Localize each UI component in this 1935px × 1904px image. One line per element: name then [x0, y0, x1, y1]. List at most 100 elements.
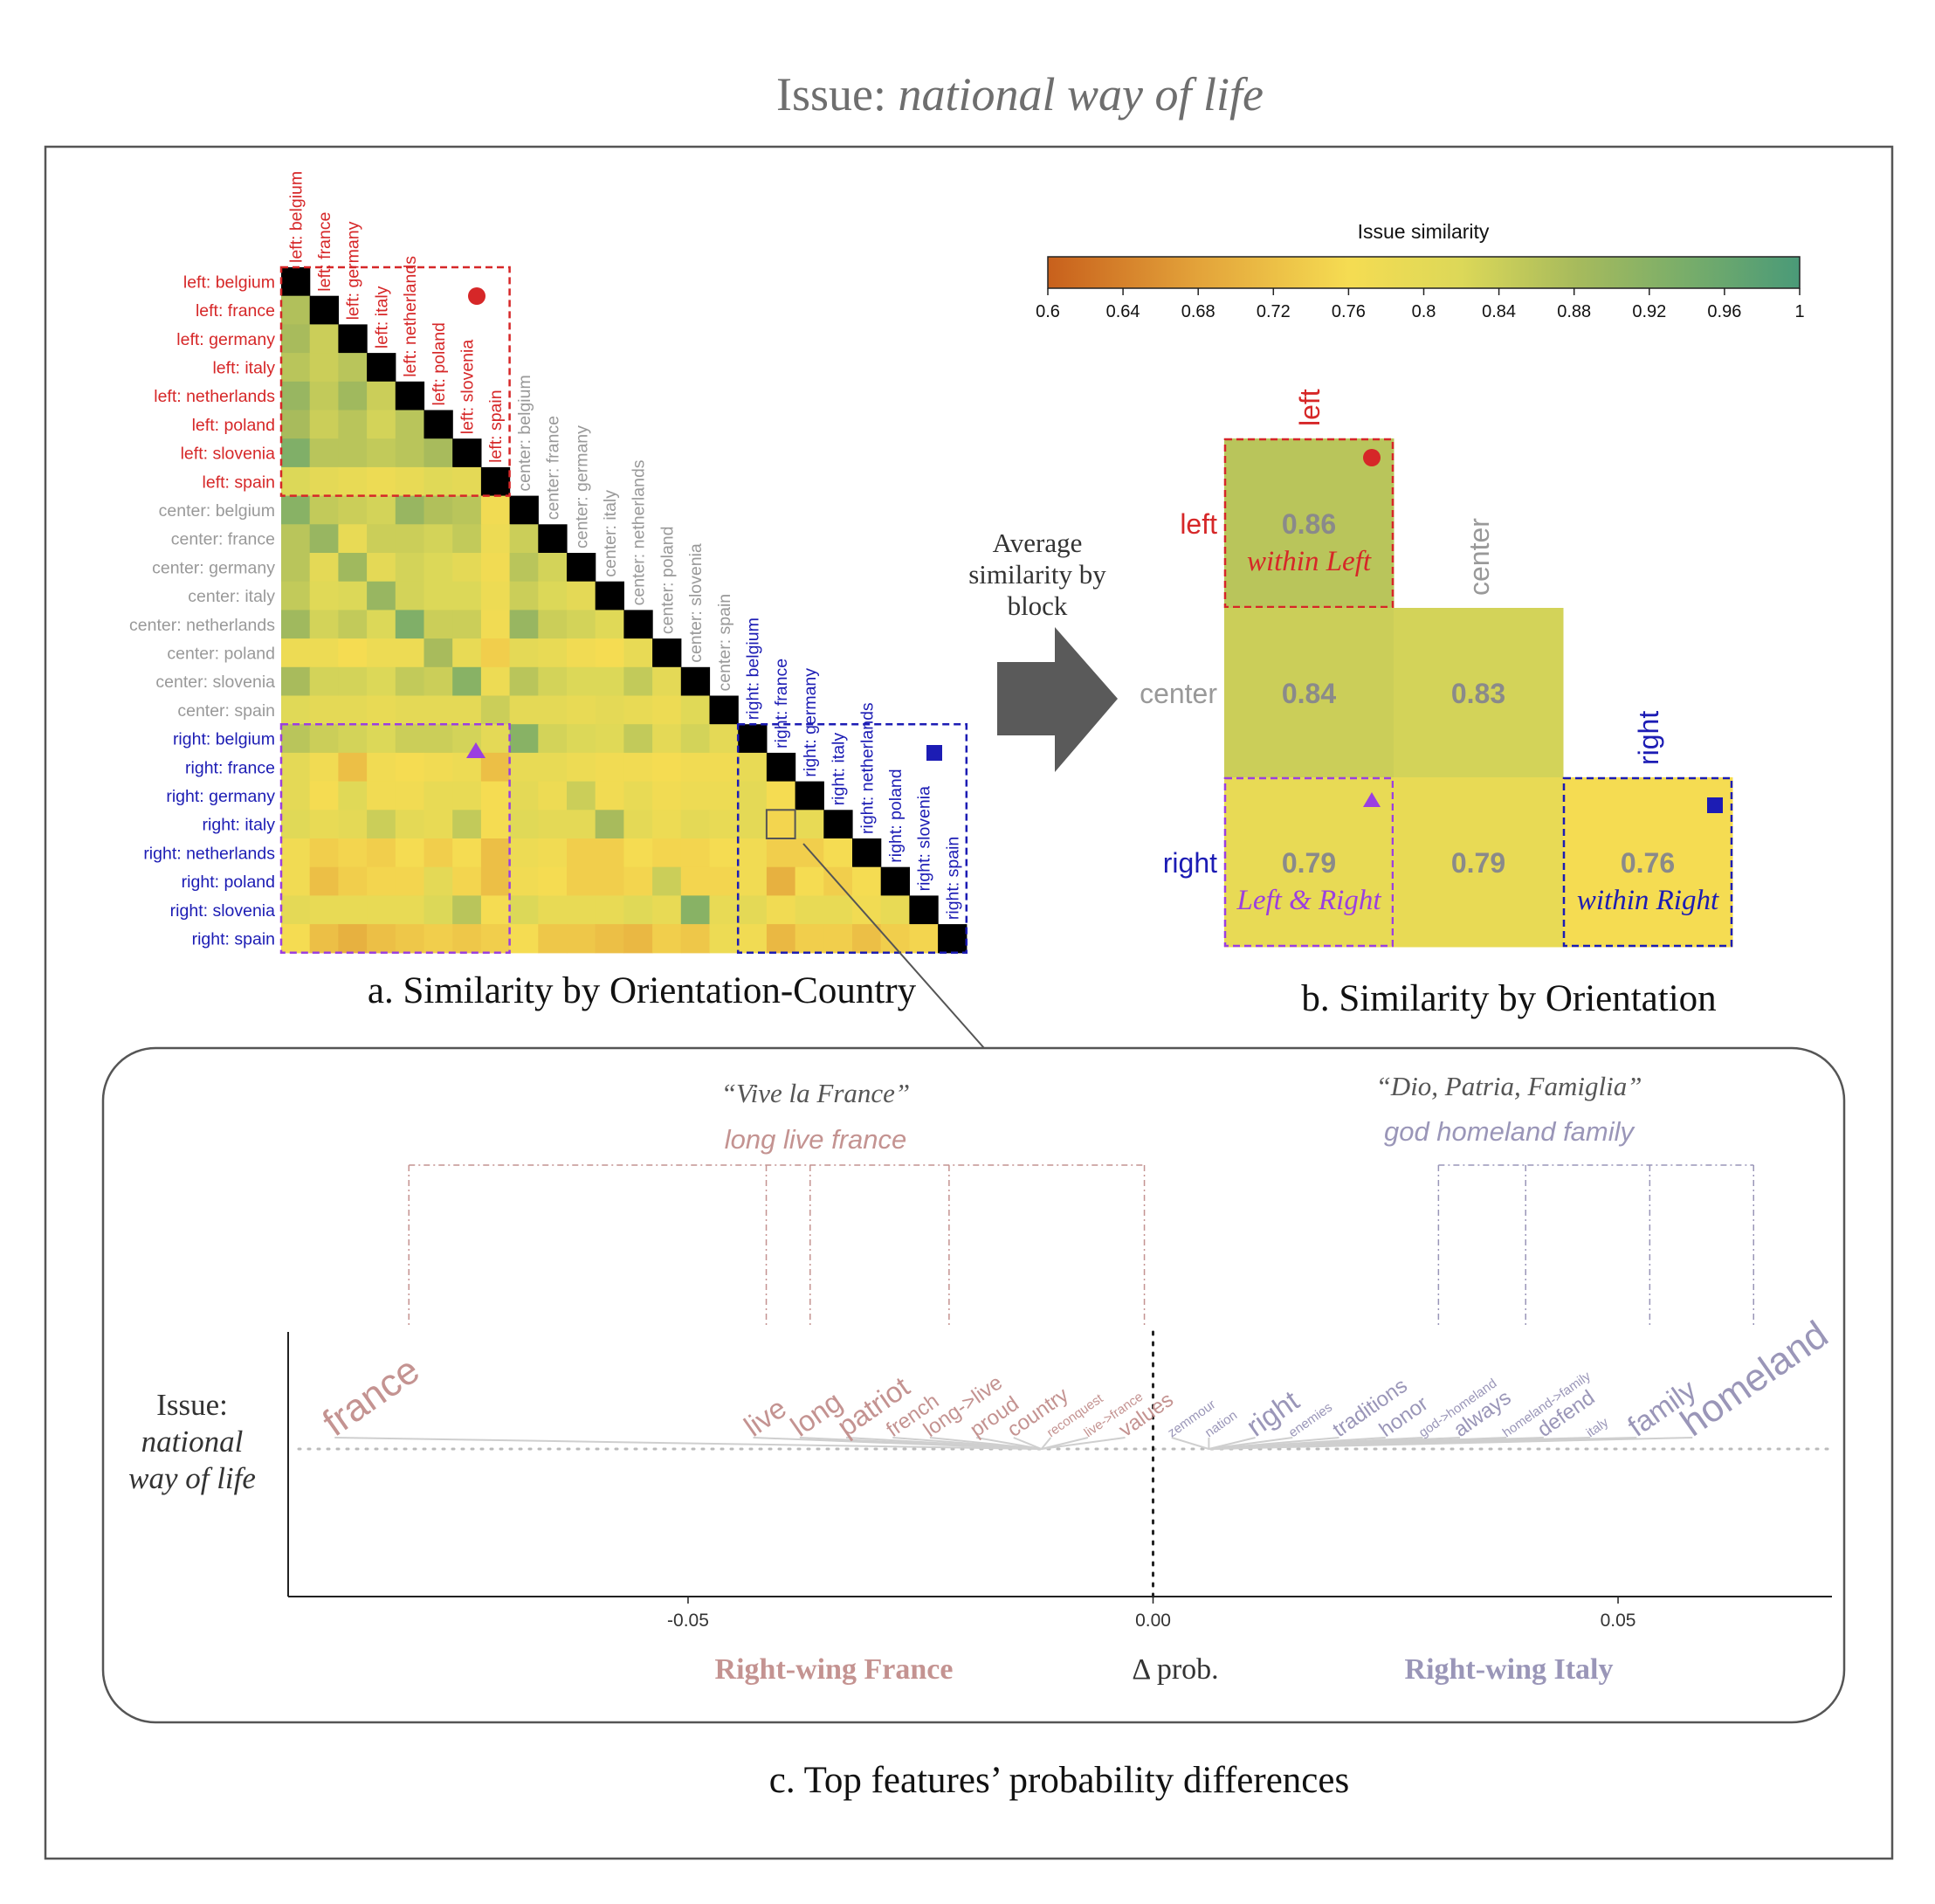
heatmap-cell: [452, 695, 482, 725]
block-row-label: left: [1180, 508, 1217, 540]
heatmap-cell: [367, 466, 396, 497]
heatmap-diagonal-cell: [309, 295, 339, 325]
block-note: Left & Right: [1236, 885, 1382, 916]
quote-italy: “Dio, Patria, Famiglia”: [1376, 1071, 1642, 1101]
heatmap-cell: [652, 810, 682, 839]
heatmap-cell: [395, 781, 425, 811]
heatmap-cell: [423, 581, 453, 611]
heatmap-cell: [309, 810, 339, 839]
heatmap-cell: [680, 810, 711, 839]
heatmap-cell: [595, 666, 624, 697]
heatmap-cell: [509, 838, 539, 868]
heatmap-cell: [395, 466, 425, 497]
heatmap-cell: [395, 524, 425, 554]
heatmap-cell: [538, 752, 568, 783]
heatmap-cell: [452, 810, 482, 839]
heatmap-cell: [623, 810, 653, 839]
heatmap-cell: [480, 895, 511, 925]
column-label: center: germany: [572, 425, 591, 548]
heatmap-cell: [538, 838, 568, 868]
heatmap-cell: [595, 610, 624, 639]
heatmap-cell: [709, 752, 739, 783]
heatmap-cell: [567, 638, 596, 668]
y-label-line-2: national: [141, 1425, 244, 1459]
block-value: 0.84: [1282, 678, 1336, 709]
x-tick-label: 0.05: [1601, 1611, 1636, 1631]
heatmap-cell: [766, 895, 796, 925]
heatmap-cell: [766, 838, 796, 868]
heatmap-diagonal-cell: [795, 781, 824, 811]
heatmap-cell: [652, 752, 682, 783]
heatmap-cell: [309, 495, 339, 525]
heatmap-cell: [423, 666, 453, 697]
heatmap-cell: [567, 781, 596, 811]
heatmap-cell: [452, 495, 482, 525]
heatmap-cell: [367, 438, 396, 468]
heatmap-cell: [709, 924, 739, 954]
block-col-label: right: [1633, 711, 1664, 765]
heatmap-cell: [338, 353, 368, 383]
heatmap-cell: [509, 610, 539, 639]
heatmap-cell: [281, 553, 311, 583]
heatmap-cell: [281, 324, 311, 354]
column-label: right: spain: [943, 837, 962, 920]
heatmap-cell: [538, 610, 568, 639]
heatmap-diagonal-cell: [680, 666, 711, 697]
block-cell: [1224, 608, 1394, 778]
heatmap-cell: [738, 752, 768, 783]
heatmap-cell: [623, 724, 653, 754]
heatmap-cell: [338, 924, 368, 954]
heatmap-cell: [367, 695, 396, 725]
heatmap-cell: [480, 581, 511, 611]
heatmap-cell: [395, 810, 425, 839]
block-box: [1223, 776, 1394, 948]
heatmap-cell: [480, 781, 511, 811]
marker-circle: [468, 287, 485, 305]
heatmap-diagonal-cell: [395, 381, 425, 411]
heatmap-cell: [795, 895, 824, 925]
heatmap-cell: [567, 752, 596, 783]
heatmap-cell: [509, 866, 539, 896]
label-right-wing-france: Right-wing France: [715, 1653, 954, 1686]
block-box: [1562, 776, 1733, 948]
heatmap-cell: [567, 666, 596, 697]
heatmap-cell: [709, 838, 739, 868]
colorbar-tick-label: 0.68: [1181, 302, 1215, 321]
colorbar-tick-label: 0.72: [1257, 302, 1291, 321]
heatmap-diagonal-cell: [452, 438, 482, 468]
heatmap-cell: [538, 895, 568, 925]
heatmap-cell: [509, 581, 539, 611]
leader-line: [929, 1437, 1042, 1450]
heatmap-cell: [395, 695, 425, 725]
heatmap-cell: [281, 381, 311, 411]
heatmap-cell: [423, 524, 453, 554]
row-label: left: slovenia: [181, 445, 276, 464]
heatmap-cell: [367, 866, 396, 896]
heatmap-cell: [623, 838, 653, 868]
block-row-label: center: [1140, 678, 1217, 709]
column-label: center: france: [544, 416, 563, 520]
column-label: left: belgium: [286, 171, 306, 263]
quote-france: “Vive la France”: [721, 1078, 910, 1108]
heatmap-cell: [309, 695, 339, 725]
block-cell: [1563, 777, 1733, 948]
row-label: center: netherlands: [129, 616, 275, 635]
row-label: center: belgium: [159, 501, 275, 521]
heatmap-cell: [538, 810, 568, 839]
panel-a-heatmap: left: belgium left: belgium left: france le…: [129, 171, 968, 955]
heatmap-cell: [823, 838, 853, 868]
heatmap-diagonal-cell: [338, 324, 368, 354]
column-label: center: poland: [658, 527, 677, 635]
column-label: right: poland: [886, 769, 906, 862]
heatmap-cell: [338, 895, 368, 925]
heatmap-cell: [423, 438, 453, 468]
heatmap-cell: [309, 895, 339, 925]
heatmap-cell: [795, 924, 824, 954]
heatmap-cell: [480, 638, 511, 668]
heatmap-cell: [367, 666, 396, 697]
heatmap-cell: [281, 610, 311, 639]
heatmap-cell: [367, 838, 396, 868]
heatmap-cell: [395, 610, 425, 639]
heatmap-cell: [281, 838, 311, 868]
heatmap-cell: [509, 553, 539, 583]
